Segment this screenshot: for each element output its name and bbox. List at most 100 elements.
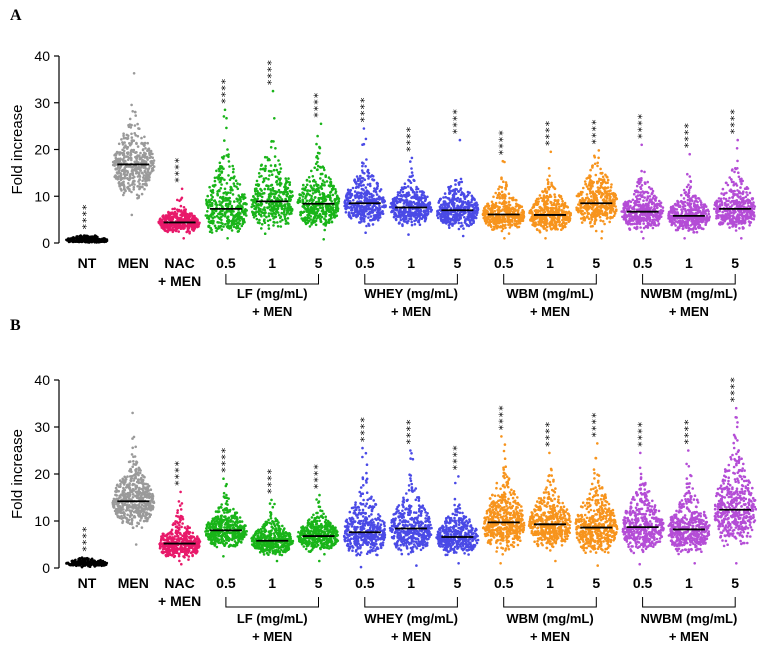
data-points-9 [481,159,526,240]
data-point [321,183,324,187]
data-point [141,171,144,175]
data-point [606,181,609,184]
data-point [256,194,260,198]
data-point [589,186,593,189]
data-point [413,191,416,194]
data-point [311,175,315,178]
data-point [493,227,496,231]
data-point [220,183,223,186]
data-point [291,194,294,197]
data-point [313,166,317,169]
data-point [415,218,418,222]
data-point [521,212,525,215]
data-point [606,178,610,182]
data-point [235,185,238,189]
data-point [318,152,321,155]
data-point [119,187,122,191]
data-point [123,146,127,149]
data-point [310,194,313,198]
data-point [436,209,440,213]
data-point [547,167,551,170]
data-point [626,200,630,203]
data-point [145,155,149,159]
data-point [137,165,141,169]
data-point [126,152,130,156]
data-point [646,195,650,198]
data-point [180,219,183,222]
data-point [279,225,283,228]
data-point [536,202,540,206]
data-point [130,123,133,127]
data-point [659,202,662,205]
data-point [427,202,430,206]
data-point [264,211,267,215]
significance-label: **** [404,126,417,152]
data-point [134,134,137,137]
data-point [133,160,136,164]
data-point [261,211,264,214]
data-point [588,221,592,225]
data-point [245,214,248,217]
data-point [282,191,286,195]
data-point [590,218,594,221]
data-point [443,192,447,195]
data-point [627,221,631,224]
data-point [225,116,228,120]
data-point [123,160,126,163]
data-point [367,175,370,178]
data-point [259,203,263,207]
data-point [284,222,288,225]
data-point [136,134,140,138]
data-point [144,174,148,178]
data-point [130,190,133,194]
data-point [138,187,142,190]
data-point [609,192,612,196]
data-point [632,192,636,196]
data-point [161,224,164,227]
data-point [403,186,407,190]
data-point [252,195,255,198]
data-point [413,223,417,226]
data-point [286,217,290,220]
data-point [149,149,153,153]
data-point [464,195,467,198]
data-points-0 [65,234,109,244]
data-point [187,225,191,229]
data-point [409,212,413,215]
data-point [556,217,559,221]
data-point [289,198,293,201]
data-point [642,222,645,225]
data-point [546,207,549,211]
data-point [132,150,135,154]
data-point [410,156,414,160]
data-point [361,164,364,168]
data-point [486,202,490,206]
data-point [289,211,293,214]
data-point [461,203,464,206]
data-point [224,199,227,202]
y-tick-label: 30 [34,95,50,111]
data-point [122,187,126,190]
data-point [353,204,356,207]
data-point [171,207,174,211]
data-point [447,197,451,200]
data-point [224,196,228,200]
data-point [299,193,303,197]
data-point [222,225,225,228]
data-point [215,214,219,218]
data-point [368,182,372,186]
data-point [183,226,186,230]
data-point [379,188,383,191]
data-point [263,221,267,224]
data-point [348,206,351,210]
data-point [122,193,125,197]
data-point [260,227,263,230]
data-point [129,149,133,153]
data-point [410,171,414,174]
data-point [316,157,320,160]
data-point [333,216,337,219]
data-point [549,200,552,204]
data-point [134,155,137,159]
data-point [271,186,275,190]
data-point [223,108,227,112]
